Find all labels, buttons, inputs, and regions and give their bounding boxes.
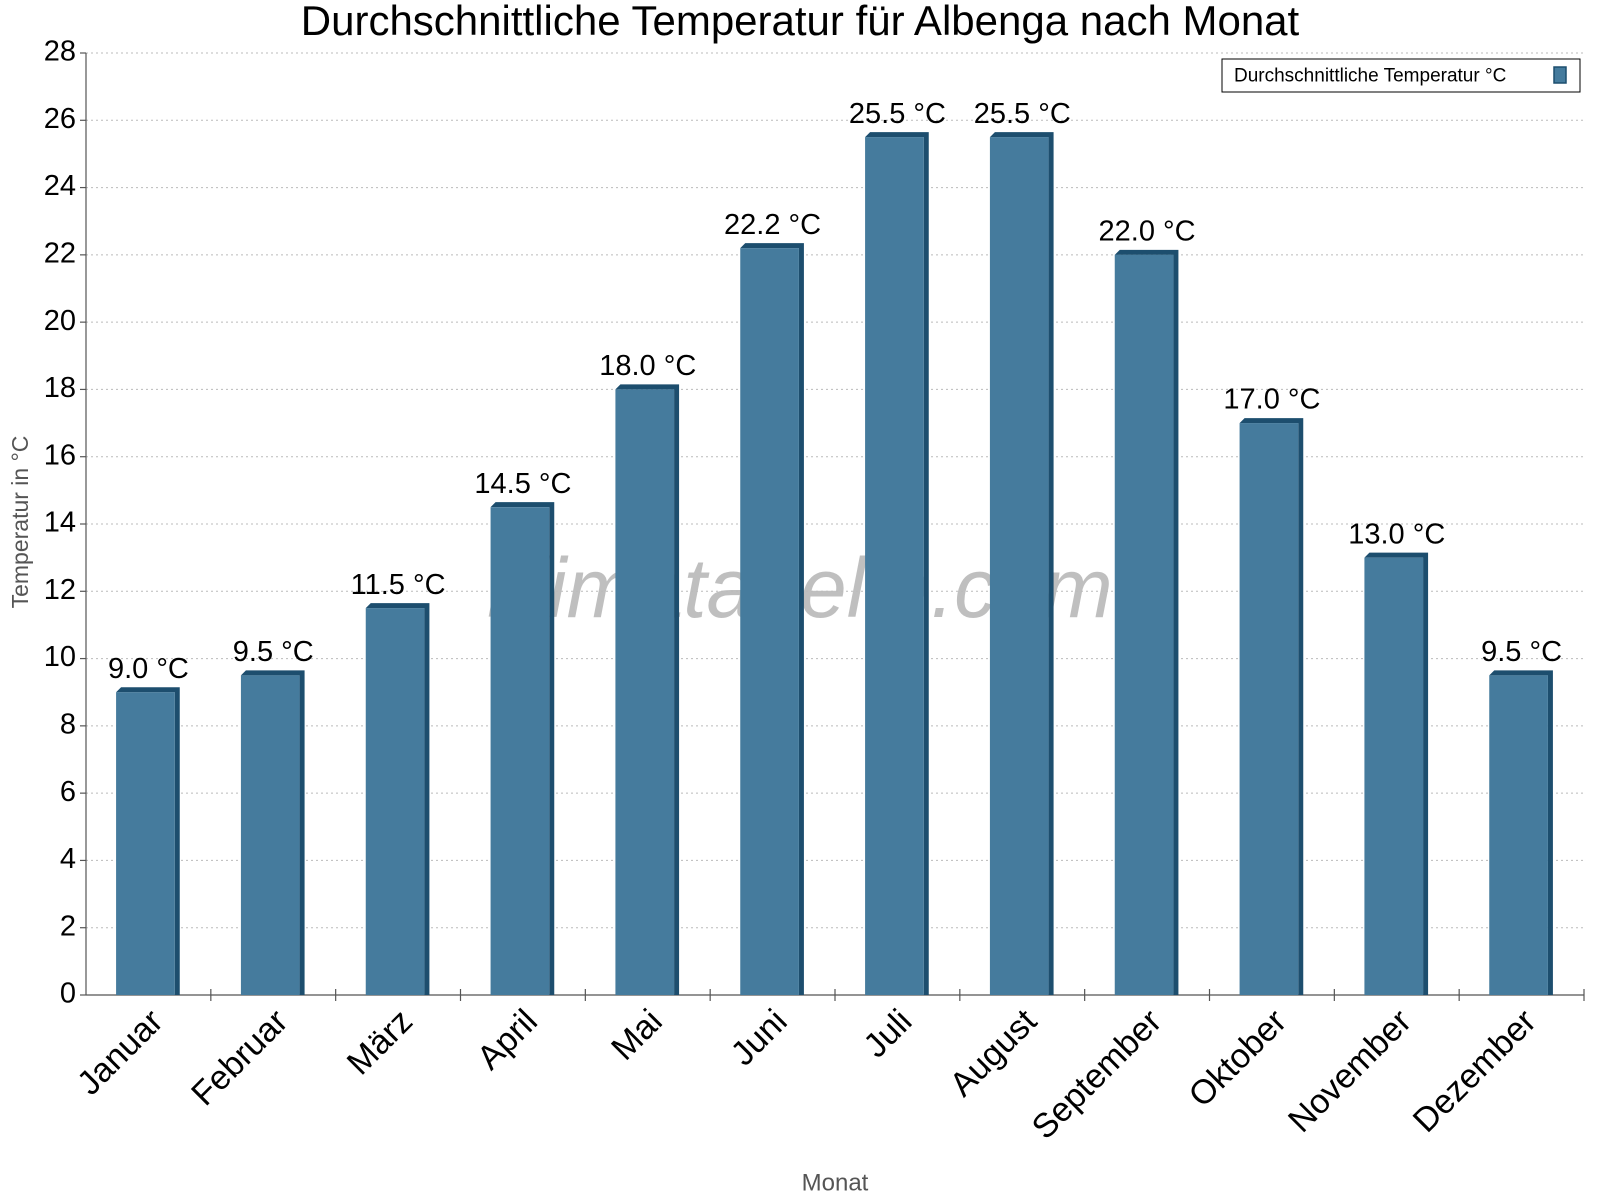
value-label: 25.5 °C	[849, 98, 946, 130]
y-tick-label: 2	[60, 910, 76, 942]
y-tick-label: 18	[44, 372, 76, 404]
bar	[1239, 423, 1299, 996]
bar	[615, 389, 675, 995]
y-tick-label: 20	[44, 305, 76, 337]
y-tick-label: 26	[44, 103, 76, 135]
value-label: 14.5 °C	[474, 468, 571, 500]
bar	[1489, 675, 1548, 995]
value-label: 17.0 °C	[1223, 384, 1320, 416]
bar	[116, 692, 175, 995]
bar	[240, 675, 300, 995]
y-tick-label: 14	[44, 507, 76, 539]
value-label: 9.5 °C	[1481, 636, 1562, 668]
y-tick-label: 22	[44, 238, 76, 270]
y-tick-label: 12	[44, 574, 76, 606]
value-label: 18.0 °C	[599, 350, 696, 382]
y-tick-label: 0	[60, 978, 76, 1010]
value-label: 25.5 °C	[974, 98, 1071, 130]
bar	[490, 507, 550, 995]
chart-title: Durchschnittliche Temperatur für Albenga…	[301, 0, 1300, 44]
value-label: 9.5 °C	[233, 636, 314, 668]
bar	[865, 137, 924, 995]
legend-swatch	[1553, 66, 1567, 84]
y-tick-label: 6	[60, 776, 76, 808]
y-tick-label: 28	[44, 36, 76, 68]
bar	[365, 608, 425, 995]
x-axis-label: Monat	[802, 1169, 869, 1196]
value-label: 11.5 °C	[351, 569, 446, 601]
y-tick-label: 10	[44, 641, 76, 673]
y-tick-label: 8	[60, 709, 76, 741]
legend-box	[1221, 58, 1581, 93]
bar	[1364, 557, 1424, 995]
value-label: 9.0 °C	[108, 653, 189, 685]
value-label: 13.0 °C	[1348, 518, 1445, 550]
value-label: 22.2 °C	[724, 209, 821, 241]
legend-label: Durchschnittliche Temperatur °C	[1234, 66, 1506, 87]
y-tick-label: 4	[60, 843, 76, 875]
y-tick-label: 24	[44, 170, 76, 202]
bar	[989, 137, 1049, 995]
y-tick-label: 16	[44, 439, 76, 471]
value-label: 22.0 °C	[1099, 216, 1196, 248]
bar	[1114, 254, 1174, 995]
y-axis-label: Temperatur in °C	[7, 436, 33, 609]
bar	[740, 248, 799, 996]
